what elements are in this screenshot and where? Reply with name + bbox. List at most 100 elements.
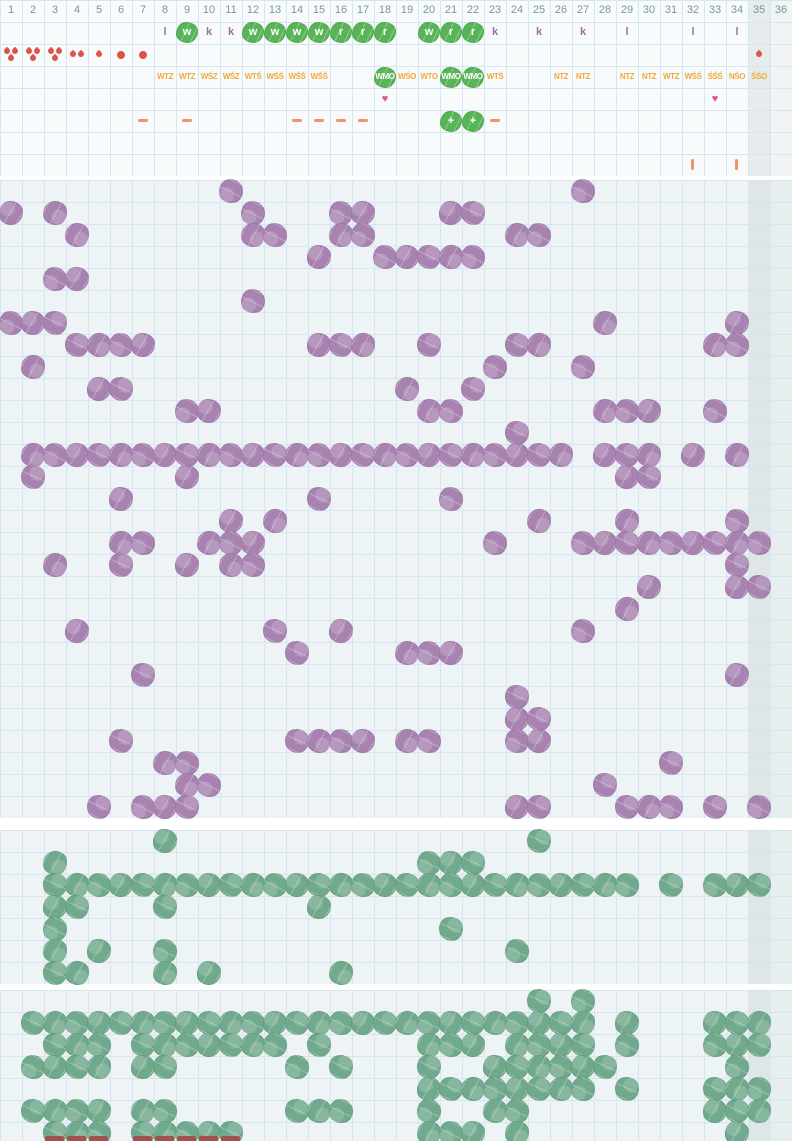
crop-blob-green-crops-b[interactable] (263, 1011, 287, 1035)
crop-blob-green-crops-a[interactable] (307, 895, 331, 919)
crop-blob-green-crops-b[interactable] (87, 1099, 111, 1123)
crop-blob-purple-crops[interactable] (505, 795, 529, 819)
crop-blob-purple-crops[interactable] (439, 201, 463, 225)
crop-blob-green-crops-a[interactable] (241, 873, 266, 898)
crop-blob-green-crops-b[interactable] (241, 1033, 266, 1058)
crop-blob-purple-crops[interactable] (658, 750, 684, 776)
crop-blob-purple-crops[interactable] (504, 728, 530, 754)
crop-blob-green-crops-b[interactable] (527, 1011, 551, 1035)
crop-blob-purple-crops[interactable] (527, 729, 551, 753)
crop-blob-purple-crops[interactable] (65, 267, 89, 291)
crop-blob-green-crops-b[interactable] (65, 1033, 90, 1058)
crop-blob-purple-crops[interactable] (42, 310, 68, 336)
crop-blob-purple-crops[interactable] (87, 333, 112, 358)
crop-blob-green-crops-a[interactable] (43, 851, 68, 876)
crop-blob-green-crops-a[interactable] (461, 873, 485, 897)
crop-blob-green-crops-b[interactable] (527, 1055, 552, 1080)
crop-blob-green-crops-a[interactable] (416, 850, 442, 876)
crop-blob-purple-crops[interactable] (153, 751, 178, 776)
crop-blob-green-crops-a[interactable] (702, 872, 728, 898)
crop-blob-purple-crops[interactable] (153, 795, 177, 819)
crop-blob-purple-crops[interactable] (570, 354, 596, 380)
crop-blob-green-crops-a[interactable] (746, 872, 772, 898)
crop-blob-green-crops-b[interactable] (417, 1077, 441, 1101)
crop-blob-purple-crops[interactable] (570, 618, 596, 644)
crop-blob-green-crops-b[interactable] (570, 988, 596, 1014)
crop-blob-purple-crops[interactable] (395, 641, 420, 666)
crop-blob-green-crops-a[interactable] (174, 872, 200, 898)
crop-blob-green-crops-b[interactable] (483, 1055, 507, 1079)
crop-blob-purple-crops[interactable] (307, 245, 331, 269)
crop-blob-purple-crops[interactable] (108, 376, 134, 402)
crop-blob-purple-crops[interactable] (262, 222, 288, 248)
crop-blob-purple-crops[interactable] (174, 794, 200, 820)
crop-blob-purple-crops[interactable] (108, 552, 134, 578)
crop-blob-green-crops-a[interactable] (658, 872, 684, 898)
crop-blob-green-crops-b[interactable] (87, 1055, 112, 1080)
crop-blob-green-crops-a[interactable] (262, 872, 288, 898)
crop-blob-purple-crops[interactable] (702, 398, 728, 424)
crop-blob-purple-crops[interactable] (328, 728, 354, 754)
crop-blob-green-crops-b[interactable] (43, 1099, 68, 1124)
crop-blob-green-crops-b[interactable] (747, 1011, 772, 1036)
crop-blob-green-crops-a[interactable] (153, 961, 178, 986)
crop-blob-purple-crops[interactable] (306, 442, 332, 468)
crop-blob-green-crops-b[interactable] (614, 1076, 640, 1102)
crop-blob-green-crops-a[interactable] (152, 938, 178, 964)
crop-blob-purple-crops[interactable] (174, 750, 200, 776)
crop-blob-purple-crops[interactable] (416, 728, 442, 754)
crop-blob-purple-crops[interactable] (42, 442, 68, 468)
crop-blob-purple-crops[interactable] (307, 729, 332, 754)
crop-blob-purple-crops[interactable] (351, 729, 375, 753)
crop-blob-purple-crops[interactable] (570, 530, 596, 556)
crop-blob-purple-crops[interactable] (658, 530, 684, 556)
crop-blob-purple-crops[interactable] (746, 530, 772, 556)
crop-blob-purple-crops[interactable] (65, 443, 89, 467)
crop-blob-green-crops-b[interactable] (175, 1011, 199, 1035)
crop-blob-purple-crops[interactable] (637, 399, 661, 423)
crop-blob-purple-crops[interactable] (263, 509, 288, 534)
crop-blob-green-crops-b[interactable] (131, 1099, 156, 1124)
crop-blob-purple-crops[interactable] (219, 509, 243, 533)
crop-blob-purple-crops[interactable] (43, 553, 68, 578)
crop-blob-purple-crops[interactable] (240, 288, 266, 314)
crop-blob-purple-crops[interactable] (416, 332, 442, 358)
crop-blob-purple-crops[interactable] (703, 333, 728, 358)
crop-blob-purple-crops[interactable] (482, 530, 508, 556)
crop-blob-green-crops-b[interactable] (86, 1032, 112, 1058)
planting-grid-purple-crops[interactable] (0, 180, 792, 818)
crop-blob-green-crops-a[interactable] (65, 873, 90, 898)
crop-blob-purple-crops[interactable] (109, 487, 133, 511)
crop-blob-green-crops-b[interactable] (461, 1121, 485, 1141)
crop-blob-green-crops-b[interactable] (505, 1121, 530, 1141)
crop-blob-green-crops-a[interactable] (87, 939, 111, 963)
crop-blob-purple-crops[interactable] (394, 442, 420, 468)
crop-blob-purple-crops[interactable] (615, 597, 640, 622)
crop-blob-purple-crops[interactable] (241, 531, 265, 555)
crop-blob-green-crops-b[interactable] (438, 1120, 464, 1141)
crop-blob-purple-crops[interactable] (593, 399, 618, 424)
crop-blob-green-crops-b[interactable] (64, 1098, 90, 1124)
crop-blob-green-crops-b[interactable] (219, 1011, 244, 1036)
crop-blob-green-crops-b[interactable] (328, 1098, 354, 1124)
crop-blob-green-crops-a[interactable] (42, 916, 68, 942)
crop-blob-purple-crops[interactable] (725, 531, 750, 556)
crop-blob-green-crops-b[interactable] (417, 1033, 442, 1058)
crop-blob-purple-crops[interactable] (417, 443, 441, 467)
crop-blob-purple-crops[interactable] (482, 354, 508, 380)
crop-blob-green-crops-b[interactable] (152, 1098, 178, 1124)
crop-blob-green-crops-b[interactable] (307, 1011, 332, 1036)
crop-blob-purple-crops[interactable] (637, 443, 662, 468)
crop-blob-purple-crops[interactable] (20, 464, 46, 490)
crop-blob-purple-crops[interactable] (241, 223, 266, 248)
crop-blob-purple-crops[interactable] (527, 333, 552, 358)
crop-blob-green-crops-b[interactable] (152, 1054, 178, 1080)
crop-blob-purple-crops[interactable] (505, 443, 529, 467)
crop-blob-purple-crops[interactable] (725, 575, 749, 599)
crop-blob-green-crops-b[interactable] (461, 1077, 486, 1102)
crop-blob-purple-crops[interactable] (241, 443, 265, 467)
crop-blob-green-crops-b[interactable] (153, 1033, 178, 1058)
crop-blob-purple-crops[interactable] (593, 311, 618, 336)
crop-blob-purple-crops[interactable] (460, 376, 486, 402)
plus-blob[interactable]: + (440, 111, 462, 132)
